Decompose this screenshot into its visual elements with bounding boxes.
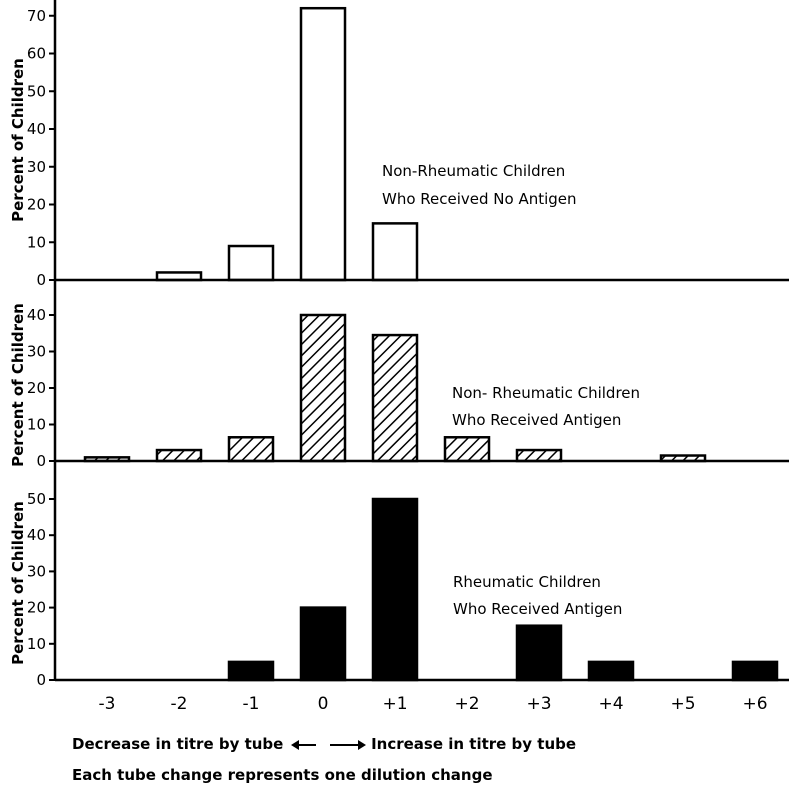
panel-1-ytick-label: 30 bbox=[27, 158, 46, 176]
panel-1-series-label-line-2: Who Received No Antigen bbox=[382, 190, 577, 208]
x-tick-label--1: -1 bbox=[243, 694, 260, 714]
panel-2-bar--2 bbox=[155, 448, 203, 463]
panel-3-ytick-label: 50 bbox=[27, 490, 46, 508]
panel-3-bar-+3 bbox=[515, 624, 563, 682]
x-tick-label-+1: +1 bbox=[382, 694, 407, 714]
panel-2-y-axis-label: Percent of Children bbox=[9, 303, 27, 467]
panel-2-ytick-label: 0 bbox=[36, 452, 46, 470]
x-tick-label-+2: +2 bbox=[454, 694, 479, 714]
panel-1-ytick-label: 20 bbox=[27, 196, 46, 214]
x-tick-label-+3: +3 bbox=[526, 694, 551, 714]
panel-1-bar--1 bbox=[227, 244, 275, 282]
panel-2-series-label-line-2: Who Received Antigen bbox=[452, 411, 621, 429]
x-tick-label--2: -2 bbox=[171, 694, 188, 714]
panel-1-ytick-label: 50 bbox=[27, 82, 46, 100]
dilution-note: Each tube change represents one dilution… bbox=[72, 766, 493, 784]
right-arrow-icon bbox=[329, 739, 366, 750]
x-tick-label-+5: +5 bbox=[670, 694, 695, 714]
panel-2-ytick-label: 40 bbox=[27, 306, 46, 324]
panel-1-ytick-label: 70 bbox=[27, 7, 46, 25]
panel-1-bar-0 bbox=[299, 6, 347, 282]
x-tick-label-+4: +4 bbox=[598, 694, 623, 714]
panel-1-ytick-label: 60 bbox=[27, 45, 46, 63]
panel-1-ytick-label: 10 bbox=[27, 233, 46, 251]
panel-1-y-axis-label: Percent of Children bbox=[9, 58, 27, 222]
decrease-caption: Decrease in titre by tube bbox=[72, 735, 284, 753]
panel-3-bar-+4 bbox=[587, 660, 635, 682]
panel-3-series-label-line-1: Rheumatic Children bbox=[453, 573, 601, 591]
panel-3-ytick-label: 10 bbox=[27, 635, 46, 653]
panel-3-y-axis-label: Percent of Children bbox=[9, 501, 27, 665]
increase-caption: Increase in titre by tube bbox=[371, 735, 577, 753]
panel-3-bar--1 bbox=[227, 660, 275, 682]
panel-1-bar-+1 bbox=[371, 222, 419, 282]
panel-3-ytick-label: 30 bbox=[27, 562, 46, 580]
panel-3-bar-0 bbox=[299, 606, 347, 682]
x-tick-label-0: 0 bbox=[318, 694, 329, 714]
panel-2-ytick-label: 20 bbox=[27, 379, 46, 397]
x-axis-direction-caption: Decrease in titre by tube Increase in ti… bbox=[72, 735, 576, 753]
panel-2-series-label-line-1: Non- Rheumatic Children bbox=[452, 384, 640, 402]
panel-2-bar-0 bbox=[299, 313, 347, 463]
panel-2-bar-+3 bbox=[515, 448, 563, 463]
panel-2-bar-+1 bbox=[371, 333, 419, 463]
panel-2-ytick-label: 30 bbox=[27, 343, 46, 361]
panel-3-series-label-line-2: Who Received Antigen bbox=[453, 600, 622, 618]
panel-1-ytick-label: 40 bbox=[27, 120, 46, 138]
panel-1-series-label-line-1: Non-Rheumatic Children bbox=[382, 162, 565, 180]
left-arrow-icon bbox=[290, 739, 316, 750]
panel-3-ytick-label: 40 bbox=[27, 526, 46, 544]
panel-2-bar-+2 bbox=[443, 436, 491, 463]
panel-3-ytick-label: 0 bbox=[36, 671, 46, 689]
x-tick-label--3: -3 bbox=[99, 694, 116, 714]
panel-3-bar-+1 bbox=[371, 497, 419, 682]
panel-3-ytick-label: 20 bbox=[27, 599, 46, 617]
panel-2-ytick-label: 10 bbox=[27, 416, 46, 434]
panel-2-bar--1 bbox=[227, 436, 275, 463]
x-tick-label-+6: +6 bbox=[742, 694, 767, 714]
panel-3-bar-+6 bbox=[731, 660, 779, 682]
panel-1-ytick-label: 0 bbox=[36, 271, 46, 289]
